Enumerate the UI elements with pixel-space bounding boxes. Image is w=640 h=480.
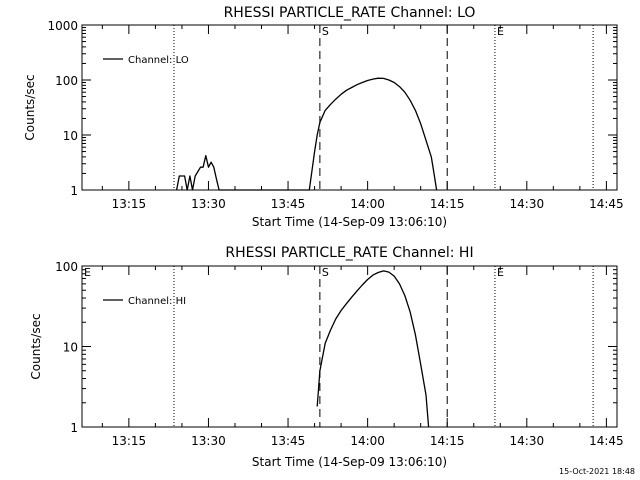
x-tick-label: 14:45: [589, 434, 624, 448]
legend-entry: Channel: LO: [128, 55, 189, 66]
y-tick-label: 1: [70, 184, 78, 198]
legend-entry: Channel: HI: [128, 296, 186, 307]
plot-frame: [81, 265, 618, 428]
y-tick-label: 10: [63, 341, 78, 355]
series-line: [175, 77, 438, 191]
x-tick-label: 14:15: [430, 197, 465, 211]
x-tick-label: 13:15: [112, 434, 147, 448]
y-tick-label: 1: [70, 421, 78, 435]
x-tick-label: 14:00: [350, 434, 385, 448]
time-marker-label: E: [497, 266, 504, 279]
x-tick-label: 13:45: [271, 434, 306, 448]
x-tick-label: 13:30: [191, 434, 226, 448]
time-marker-label: S: [322, 25, 329, 38]
series-line: [316, 270, 430, 428]
x-tick-label: 14:00: [350, 197, 385, 211]
y-tick-label: 10: [63, 129, 78, 143]
x-tick-label: 14:30: [510, 197, 545, 211]
x-tick-label: 13:15: [112, 197, 147, 211]
x-axis-label: Start Time (14-Sep-09 13:06:10): [252, 455, 447, 469]
y-tick-label: 100: [55, 260, 78, 274]
x-tick-label: 14:45: [589, 197, 624, 211]
footer-timestamp: 15-Oct-2021 18:48: [559, 467, 635, 476]
x-tick-label: 13:30: [191, 197, 226, 211]
x-tick-label: 14:30: [510, 434, 545, 448]
chart-title: RHESSI PARTICLE_RATE Channel: HI: [225, 245, 473, 261]
time-marker-label: E: [497, 25, 504, 38]
x-tick-label: 13:45: [271, 197, 306, 211]
x-axis-label: Start Time (14-Sep-09 13:06:10): [252, 215, 447, 229]
time-marker-label: E: [84, 266, 91, 279]
y-tick-label: 1000: [47, 19, 78, 33]
time-marker-label: S: [322, 266, 329, 279]
y-tick-label: 100: [55, 74, 78, 88]
y-axis-label: Counts/sec: [29, 313, 43, 379]
plot-frame: [81, 24, 618, 191]
x-tick-label: 14:15: [430, 434, 465, 448]
y-axis-label: Counts/sec: [23, 74, 37, 140]
chart-title: RHESSI PARTICLE_RATE Channel: LO: [224, 5, 476, 21]
